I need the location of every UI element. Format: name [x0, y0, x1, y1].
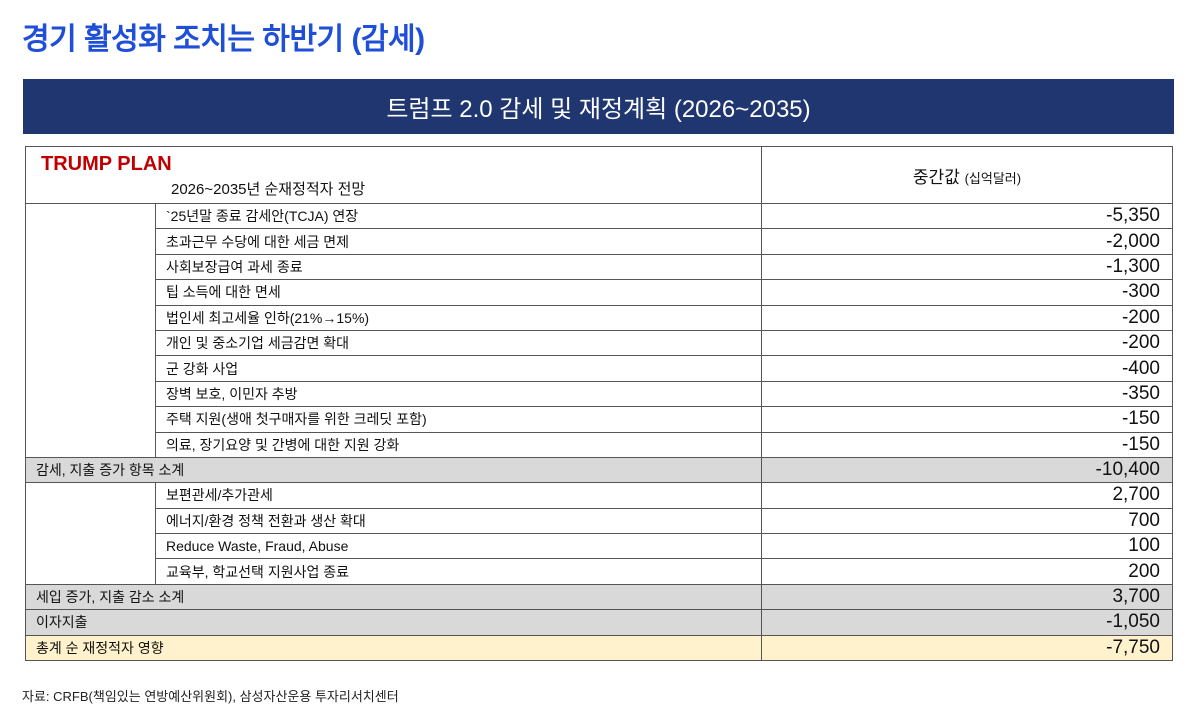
- item-label: 장벽 보호, 이민자 추방: [155, 380, 762, 408]
- total-label: 총계 순 재정적자 영향: [25, 634, 762, 662]
- table-row: 법인세 최고세율 인하(21%→15%) -200: [26, 304, 1173, 331]
- fiscal-plan-table: TRUMP PLAN 2026~2035년 순재정적자 전망 중간값 (십억달러…: [25, 146, 1173, 662]
- table-row: 팁 소득에 대한 면세 -300: [26, 279, 1173, 306]
- table-banner: 트럼프 2.0 감세 및 재정계획 (2026~2035): [23, 79, 1174, 134]
- item-value: -350: [761, 380, 1173, 408]
- value-column-header: 중간값 (십억달러): [761, 146, 1173, 204]
- item-label: 초과근무 수당에 대한 세금 면제: [155, 228, 762, 255]
- table-row: 초과근무 수당에 대한 세금 면제 -2,000: [26, 228, 1173, 255]
- group-cell: [25, 203, 156, 458]
- item-value: -300: [761, 279, 1173, 306]
- item-label: Reduce Waste, Fraud, Abuse: [155, 533, 762, 560]
- item-label: 교육부, 학교선택 지원사업 종료: [155, 558, 762, 585]
- item-value: -2,000: [761, 228, 1173, 255]
- item-value: -200: [761, 329, 1173, 357]
- table-row: 의료, 장기요양 및 간병에 대한 지원 강화 -150: [26, 431, 1173, 458]
- header-row: TRUMP PLAN 2026~2035년 순재정적자 전망 중간값 (십억달러…: [25, 146, 1173, 204]
- item-label: 보편관세/추가관세: [155, 482, 762, 509]
- table-row: 에너지/환경 정책 전환과 생산 확대 700: [26, 507, 1173, 535]
- plan-label: TRUMP PLAN: [41, 153, 172, 175]
- item-value: -150: [761, 431, 1173, 458]
- table-row: `25년말 종료 감세안(TCJA) 연장 -5,350: [25, 202, 1173, 458]
- subtotal1-label: 감세, 지출 증가 항목 소계: [25, 456, 762, 484]
- subtotal1-value: -10,400: [761, 456, 1173, 484]
- item-value: 700: [761, 507, 1173, 535]
- subtotal2-value: 3,700: [761, 583, 1173, 611]
- item-label: 의료, 장기요양 및 간병에 대한 지원 강화: [155, 431, 762, 458]
- item-value: -1,300: [761, 253, 1173, 281]
- subtotal2-label: 세입 증가, 지출 감소 소계: [25, 583, 762, 611]
- item-label: `25년말 종료 감세안(TCJA) 연장: [155, 202, 762, 230]
- table-row: 사회보장급여 과세 종료 -1,300: [26, 253, 1173, 281]
- item-value: -150: [761, 406, 1173, 433]
- table-row: 개인 및 중소기업 세금감면 확대 -200: [26, 329, 1173, 357]
- plan-subtitle: 2026~2035년 순재정적자 전망: [171, 181, 366, 198]
- interest-value: -1,050: [761, 609, 1173, 636]
- item-label: 사회보장급여 과세 종료: [155, 253, 762, 281]
- table-row: Reduce Waste, Fraud, Abuse 100: [26, 533, 1173, 560]
- table-row: 교육부, 학교선택 지원사업 종료 200: [26, 558, 1173, 585]
- table-row: 주택 지원(생애 첫구매자를 위한 크레딧 포함) -150: [26, 406, 1173, 433]
- item-value: -5,350: [761, 202, 1173, 230]
- page-title: 경기 활성화 조치는 하반기 (감세): [22, 23, 425, 56]
- total-value: -7,750: [761, 634, 1173, 662]
- item-label: 에너지/환경 정책 전환과 생산 확대: [155, 507, 762, 535]
- item-label: 주택 지원(생애 첫구매자를 위한 크레딧 포함): [155, 406, 762, 433]
- interest-label: 이자지출: [25, 609, 762, 636]
- item-value: -200: [761, 304, 1173, 331]
- item-value: -400: [761, 355, 1173, 382]
- interest-row: 이자지출 -1,050: [25, 609, 1173, 636]
- table-row: 군 강화 사업 -400: [26, 355, 1173, 382]
- item-value: 2,700: [761, 482, 1173, 509]
- item-value: 200: [761, 558, 1173, 585]
- total-row: 총계 순 재정적자 영향 -7,750: [25, 634, 1173, 662]
- table-row: 장벽 보호, 이민자 추방 -350: [26, 380, 1173, 408]
- subtotal2-row: 세입 증가, 지출 감소 소계 3,700: [25, 583, 1173, 611]
- item-label: 개인 및 중소기업 세금감면 확대: [155, 329, 762, 357]
- group-cell: [25, 482, 156, 585]
- item-value: 100: [761, 533, 1173, 560]
- subtotal1-row: 감세, 지출 증가 항목 소계 -10,400: [25, 456, 1173, 484]
- item-label: 팁 소득에 대한 면세: [155, 279, 762, 306]
- source-note: 자료: CRFB(책임있는 연방예산위원회), 삼성자산운용 투자리서치센터: [22, 689, 399, 704]
- item-label: 군 강화 사업: [155, 355, 762, 382]
- table-row: 보편관세/추가관세 2,700: [25, 482, 1173, 585]
- item-label: 법인세 최고세율 인하(21%→15%): [155, 304, 762, 331]
